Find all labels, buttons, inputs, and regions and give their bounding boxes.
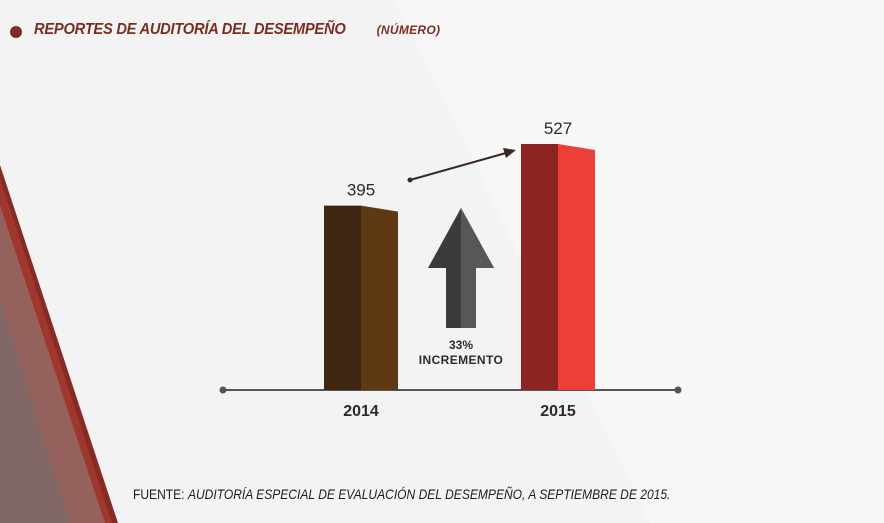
source-note: FUENTE: AUDITORÍA ESPECIAL DE EVALUACIÓN … xyxy=(133,486,670,502)
data-label: 395 xyxy=(347,181,375,200)
chart-subtitle: (NÚMERO) xyxy=(376,23,441,37)
bar-face-left xyxy=(521,144,558,390)
increase-percent: 33% xyxy=(449,338,473,352)
source-text: AUDITORÍA ESPECIAL DE EVALUACIÓN DEL DES… xyxy=(187,486,671,502)
x-axis xyxy=(219,386,682,394)
increase-label: INCREMENTO xyxy=(419,353,503,367)
bars: 395 2014 527 2015 xyxy=(324,119,595,420)
bar-face-right xyxy=(361,205,398,390)
axis-end-dot xyxy=(219,386,227,394)
bar-2015: 527 2015 xyxy=(521,119,595,420)
trend-line xyxy=(409,152,507,181)
x-tick-label: 2015 xyxy=(540,403,576,420)
data-label: 527 xyxy=(544,119,572,138)
up-arrow-shade xyxy=(461,208,494,328)
increase-annotation: 33% INCREMENTO xyxy=(419,208,503,367)
trend-arrowhead-icon xyxy=(503,148,516,158)
axis-end-dot xyxy=(674,386,682,394)
bar-face-left xyxy=(324,205,361,390)
trend-arrow xyxy=(407,148,516,183)
bar-face-right xyxy=(558,144,595,390)
chart-title: REPORTES DE AUDITORÍA DEL DESEMPEÑO xyxy=(34,21,346,38)
source-label: FUENTE: xyxy=(133,486,185,502)
bullet-icon xyxy=(10,26,22,38)
bar-2014: 395 2014 xyxy=(324,181,398,420)
x-tick-label: 2014 xyxy=(343,403,379,420)
chart-header: REPORTES DE AUDITORÍA DEL DESEMPEÑO (NÚM… xyxy=(10,18,440,42)
